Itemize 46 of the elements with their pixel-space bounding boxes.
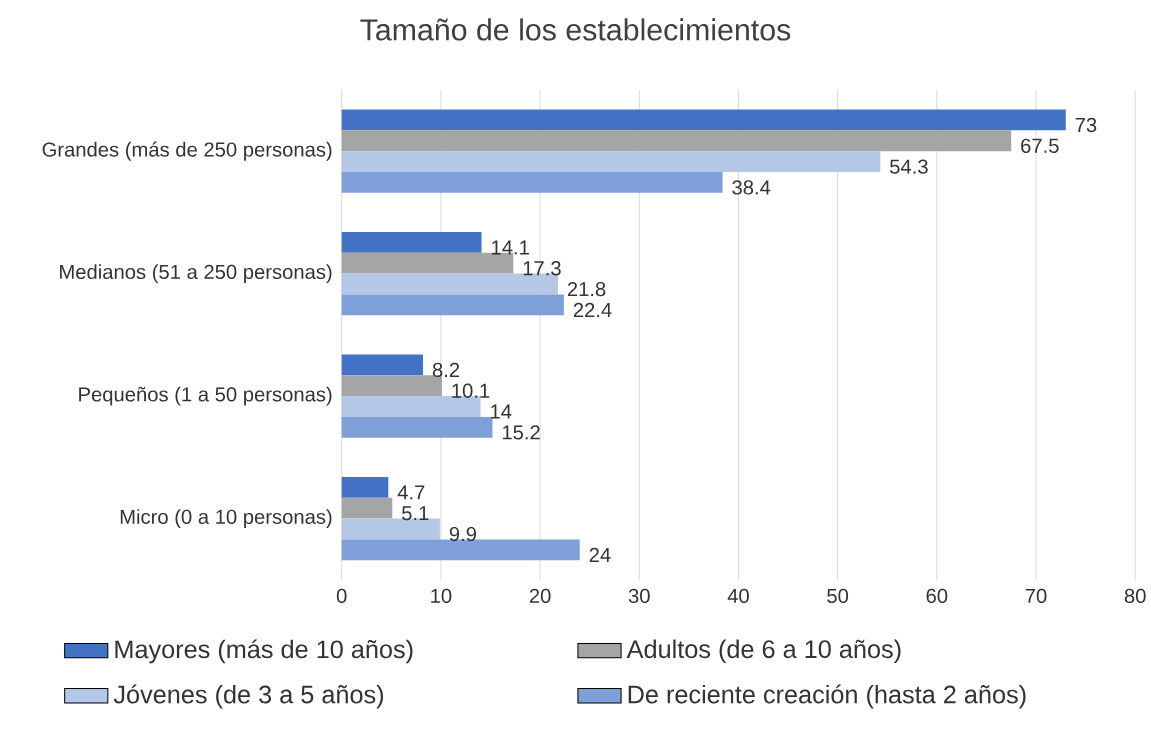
bar: [341, 354, 424, 376]
x-tick-label: 0: [336, 588, 347, 604]
x-tick-label: 30: [628, 588, 650, 604]
y-tick-label: Grandes (más de 250 personas): [42, 141, 332, 161]
bar: [341, 231, 482, 253]
x-tick-label: 40: [727, 588, 749, 604]
x-tick-label: 60: [926, 588, 948, 604]
y-tick-label: Medianos (51 a 250 personas): [60, 264, 332, 284]
data-label: 38.4: [732, 180, 771, 195]
legend-label: Mayores (más de 10 años): [115, 639, 413, 664]
y-tick-label: Micro (0 a 10 personas): [120, 509, 332, 528]
data-label: 54.3: [890, 159, 928, 174]
bar: [341, 109, 1066, 131]
data-label: 22.4: [573, 302, 612, 317]
data-label: 5.1: [402, 506, 429, 521]
data-label: 24: [589, 547, 611, 562]
data-label: 14: [491, 404, 512, 419]
bar: [341, 294, 564, 316]
data-label: 67.5: [1021, 138, 1059, 153]
data-label: 14.1: [492, 240, 529, 255]
bar: [341, 375, 442, 397]
y-tick-label: Pequeños (1 a 50 personas): [79, 386, 332, 406]
legend-label: De reciente creación (hasta 2 años): [628, 684, 1026, 709]
data-label: 8.2: [432, 362, 460, 378]
data-label: 21.8: [567, 281, 606, 297]
bar: [341, 396, 481, 417]
x-tick-label: 70: [1025, 588, 1047, 604]
x-tick-label: 10: [431, 588, 452, 604]
bar: [341, 171, 723, 193]
legend-label: Adultos (de 6 a 10 años): [626, 639, 901, 664]
data-label: 17.3: [523, 261, 561, 276]
bar: [341, 416, 493, 438]
x-tick-label: 20: [529, 588, 551, 604]
legend-label: Jóvenes (de 3 a 5 años): [113, 684, 384, 709]
chart-title: Tamaño de los establecimientos: [360, 18, 791, 41]
data-label: 15.2: [502, 425, 540, 440]
data-label: 4.7: [397, 485, 425, 500]
x-tick-label: 80: [1124, 588, 1146, 604]
bar: [341, 476, 389, 498]
bar: [341, 151, 881, 172]
x-tick-label: 50: [827, 588, 849, 604]
bar: [341, 497, 393, 519]
data-label: 10.1: [452, 383, 490, 398]
data-label: 9.9: [449, 526, 476, 542]
bar: [341, 130, 1012, 152]
data-label: 73: [1075, 117, 1097, 133]
